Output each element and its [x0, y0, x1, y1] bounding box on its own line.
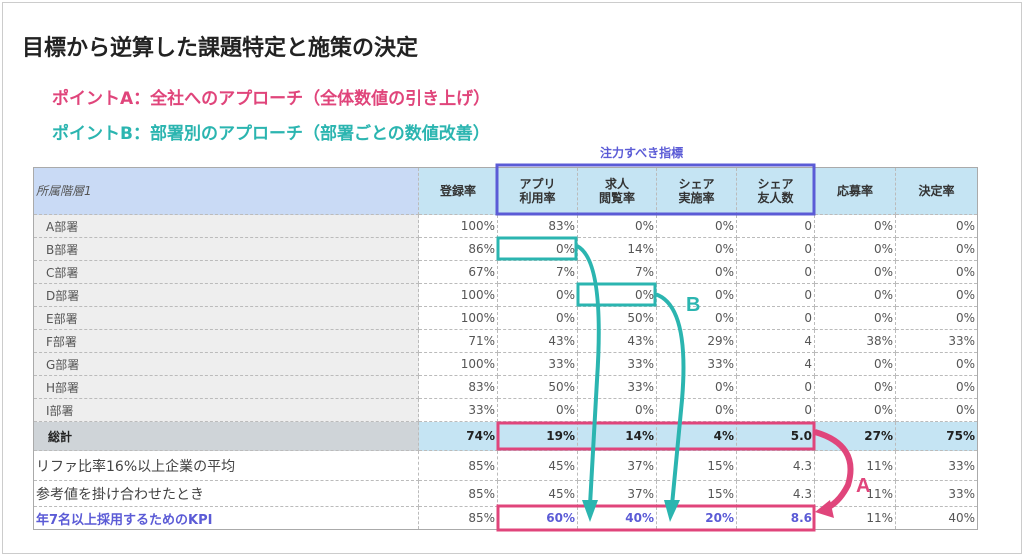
cell: 0 — [736, 398, 815, 422]
cell: 40% — [895, 506, 978, 530]
cell: 0 — [736, 306, 815, 330]
cell: 33% — [418, 398, 498, 422]
cell: 0% — [814, 352, 896, 376]
row-label: E部署 — [33, 306, 419, 330]
row-label: C部署 — [33, 260, 419, 284]
cell: 4.3 — [736, 480, 815, 507]
cell: 0% — [656, 237, 737, 261]
cell: 0% — [497, 306, 578, 330]
cell: 0 — [736, 260, 815, 284]
cell: 5.0 — [736, 421, 815, 451]
cell: 100% — [418, 283, 498, 307]
row-label: 総計 — [33, 421, 419, 451]
pink-arrow — [814, 429, 854, 513]
cell: 33% — [895, 450, 978, 481]
combined-row: 参考値を掛け合わせたとき 85% 45% 37% 15% 4.3 11% 33% — [33, 480, 978, 507]
table-row: D部署 100% 0% 0% 0% 0 0% 0% — [33, 283, 978, 307]
cell: アプリ 利用率 — [497, 167, 578, 215]
cell: 0% — [577, 283, 657, 307]
table-row: B部署 86% 0% 14% 0% 0 0% 0% — [33, 237, 978, 261]
cell: 0% — [656, 260, 737, 284]
cell: 43% — [497, 329, 578, 353]
cell: 応募率 — [814, 167, 896, 215]
cell: 7% — [497, 260, 578, 284]
cell: 75% — [895, 421, 978, 451]
row-label: D部署 — [33, 283, 419, 307]
kpi-highlight — [496, 504, 816, 532]
cell: シェア 友人数 — [736, 167, 815, 215]
teal-arrow-2 — [654, 292, 686, 506]
row-label: 年7名以上採用するためのKPI — [33, 506, 419, 530]
cell: 11% — [814, 450, 896, 481]
marker-b: B — [686, 294, 700, 316]
referral-avg-row: リファ比率16%以上企業の平均 85% 45% 37% 15% 4.3 11% 33% — [33, 450, 978, 481]
table-row: H部署 83% 50% 33% 0% 0 0% 0% — [33, 375, 978, 399]
cell: 0% — [895, 375, 978, 399]
cell: シェア 実施率 — [656, 167, 737, 215]
cell: 15% — [656, 480, 737, 507]
cell: 求人 閲覧率 — [577, 167, 657, 215]
cell: 0 — [736, 375, 815, 399]
cell: 33% — [577, 352, 657, 376]
cell: 0 — [736, 283, 815, 307]
cell: 43% — [577, 329, 657, 353]
pink-arrowhead — [815, 500, 834, 518]
cell: 4 — [736, 352, 815, 376]
cell: 85% — [418, 506, 498, 530]
cell: 27% — [814, 421, 896, 451]
table-row: E部署 100% 0% 50% 0% 0 0% 0% — [33, 306, 978, 330]
kpi-table: 所属階層1 登録率 アプリ 利用率 求人 閲覧率 シェア 実施率 シェア 友人数 応募率 決定… — [33, 167, 978, 530]
row-label: B部署 — [33, 237, 419, 261]
page-title: 目標から逆算した課題特定と施策の決定 — [22, 36, 419, 61]
d-dept-job-highlight — [576, 282, 657, 307]
row-label: F部署 — [33, 329, 419, 353]
focus-metrics-label: 注力すべき指標 — [600, 146, 684, 160]
cell: 0% — [656, 398, 737, 422]
row-label: リファ比率16%以上企業の平均 — [33, 450, 419, 481]
cell: 50% — [577, 306, 657, 330]
total-highlight — [496, 421, 816, 451]
point-a-text: ポイントA：全社へのアプローチ（全体数値の引き上げ） — [52, 89, 491, 109]
cell: 33% — [895, 329, 978, 353]
cell: 0% — [814, 398, 896, 422]
row-label: 参考値を掛け合わせたとき — [33, 480, 419, 507]
teal-arrowhead-2 — [664, 500, 680, 522]
cell: 0% — [895, 398, 978, 422]
cell: 4% — [656, 421, 737, 451]
cell: 33% — [656, 352, 737, 376]
cell: 67% — [418, 260, 498, 284]
point-b-text: ポイントB：部署別のアプローチ（部署ごとの数値改善） — [52, 124, 490, 144]
cell: 0% — [656, 306, 737, 330]
cell: 0% — [497, 398, 578, 422]
table-row: C部署 67% 7% 7% 0% 0 0% 0% — [33, 260, 978, 284]
cell: 0% — [814, 306, 896, 330]
cell: 0% — [497, 283, 578, 307]
cell: 74% — [418, 421, 498, 451]
row-label: H部署 — [33, 375, 419, 399]
cell: 8.6 — [736, 506, 815, 530]
cell: 4 — [736, 329, 815, 353]
kpi-row: 年7名以上採用するためのKPI 85% 60% 40% 20% 8.6 11% 40% — [33, 506, 978, 530]
cell: 0% — [814, 283, 896, 307]
teal-arrowhead-1 — [582, 500, 598, 522]
b-dept-app-highlight — [496, 236, 578, 261]
table-row: F部署 71% 43% 43% 29% 4 38% 33% — [33, 329, 978, 353]
cell: 0% — [656, 375, 737, 399]
teal-arrow-1 — [575, 244, 601, 506]
cell: 0% — [895, 237, 978, 261]
cell: 登録率 — [418, 167, 498, 215]
cell: 29% — [656, 329, 737, 353]
marker-a: A — [856, 475, 870, 497]
row-label: I部署 — [33, 398, 419, 422]
row-label: 所属階層1 — [33, 167, 419, 215]
focus-metrics-box — [495, 163, 816, 216]
table-row: I部署 33% 0% 0% 0% 0 0% 0% — [33, 398, 978, 422]
cell: 14% — [577, 421, 657, 451]
table-header: 所属階層1 登録率 アプリ 利用率 求人 閲覧率 シェア 実施率 シェア 友人数 応募率 決定… — [33, 167, 978, 215]
cell: 83% — [418, 375, 498, 399]
cell: 0% — [814, 237, 896, 261]
cell: 0% — [895, 260, 978, 284]
